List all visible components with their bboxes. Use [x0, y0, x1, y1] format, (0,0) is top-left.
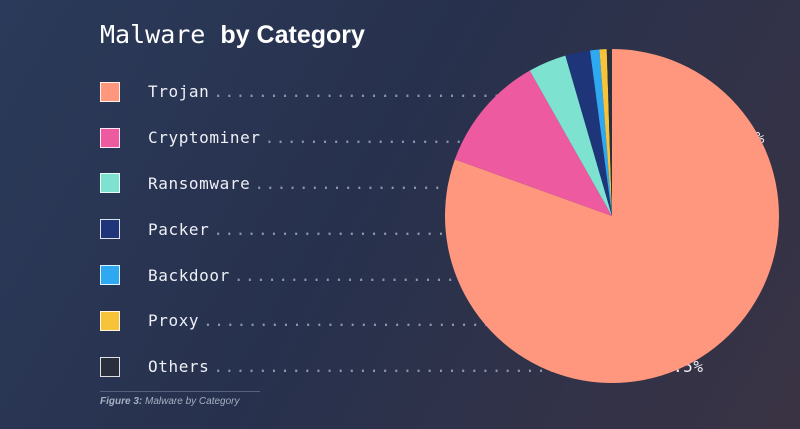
legend-item-packer: Packer..................................… [100, 206, 703, 252]
legend-item-trojan: Trojan..................................… [100, 69, 713, 115]
legend-swatch-others [100, 356, 120, 377]
legend-label-others: Others [148, 357, 210, 377]
legend-item-ransomware: Ransomware..............................… [100, 161, 744, 207]
pie-chart [445, 49, 779, 383]
legend-swatch-packer [100, 219, 120, 240]
figure-caption: Figure 3: Malware by Category [100, 396, 240, 407]
legend-swatch-cryptominer [100, 127, 120, 148]
legend-label-packer: Packer [148, 219, 210, 239]
pie-slice-cryptominer [454, 70, 612, 216]
legend-item-proxy: Proxy...................................… [100, 298, 693, 344]
legend-label-proxy: Proxy [148, 311, 200, 331]
legend-swatch-trojan [100, 81, 120, 102]
legend-label-cryptominer: Cryptominer [148, 128, 261, 148]
figure-caption-label: Figure 3: [100, 396, 143, 407]
pie-slice-others [606, 49, 612, 216]
legend-label-trojan: Trojan [148, 82, 210, 102]
chart-legend: Trojan..................................… [100, 69, 764, 390]
legend-item-backdoor: Backdoor................................… [100, 252, 724, 298]
chart-title: Malware by Category [100, 20, 365, 50]
caption-divider [100, 391, 260, 392]
figure-caption-text: Malware by Category [145, 396, 240, 407]
legend-swatch-ransomware [100, 173, 120, 194]
chart-title-prefix: Malware [100, 20, 206, 49]
pie-slice-backdoor [590, 49, 612, 217]
pie-slice-packer [565, 50, 612, 216]
pie-slice-ransomware [529, 55, 612, 217]
chart-title-emphasis: by Category [220, 21, 365, 49]
legend-swatch-proxy [100, 310, 120, 331]
legend-item-cryptominer: Cryptominer.............................… [100, 115, 764, 161]
legend-label-ransomware: Ransomware [148, 173, 251, 193]
legend-label-backdoor: Backdoor [148, 265, 230, 285]
legend-swatch-backdoor [100, 265, 120, 286]
pie-slice-proxy [599, 49, 612, 217]
legend-item-others: Others..................................… [100, 344, 703, 390]
